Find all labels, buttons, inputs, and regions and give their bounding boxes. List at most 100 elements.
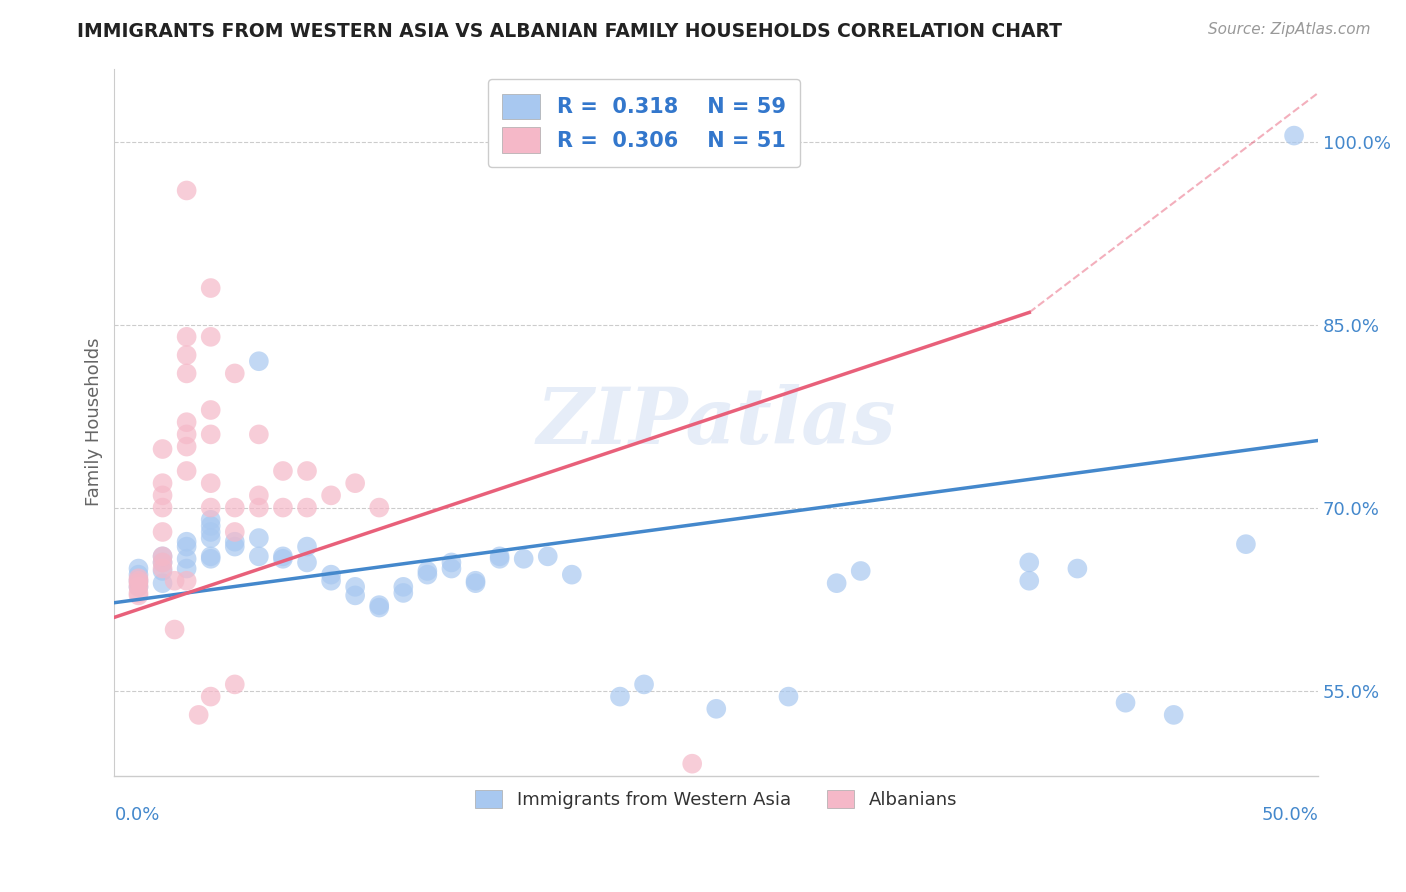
Text: ZIPatlas: ZIPatlas [537, 384, 896, 460]
Point [247, 488, 270, 502]
Point [392, 580, 415, 594]
Point [1234, 537, 1257, 551]
Point [176, 440, 198, 454]
Text: 50.0%: 50.0% [1261, 806, 1319, 824]
Point [176, 561, 198, 575]
Point [127, 574, 149, 588]
Point [127, 571, 149, 585]
Point [825, 576, 848, 591]
Point [152, 561, 174, 575]
Point [464, 576, 486, 591]
Point [224, 677, 246, 691]
Point [488, 549, 510, 564]
Point [224, 534, 246, 549]
Point [247, 531, 270, 545]
Point [295, 540, 318, 554]
Text: IMMIGRANTS FROM WESTERN ASIA VS ALBANIAN FAMILY HOUSEHOLDS CORRELATION CHART: IMMIGRANTS FROM WESTERN ASIA VS ALBANIAN… [77, 22, 1063, 41]
Point [152, 488, 174, 502]
Point [152, 524, 174, 539]
Point [344, 580, 367, 594]
Point [247, 354, 270, 368]
Point [609, 690, 631, 704]
Point [200, 513, 222, 527]
Point [152, 576, 174, 591]
Point [537, 549, 560, 564]
Point [127, 586, 149, 600]
Point [344, 476, 367, 491]
Point [440, 556, 463, 570]
Point [200, 427, 222, 442]
Point [176, 415, 198, 429]
Point [127, 561, 149, 575]
Point [295, 556, 318, 570]
Point [127, 580, 149, 594]
Point [200, 500, 222, 515]
Point [152, 442, 174, 456]
Point [247, 500, 270, 515]
Point [176, 540, 198, 554]
Point [187, 707, 209, 722]
Legend: Immigrants from Western Asia, Albanians: Immigrants from Western Asia, Albanians [468, 782, 965, 816]
Point [295, 464, 318, 478]
Point [247, 427, 270, 442]
Point [200, 476, 222, 491]
Point [1018, 574, 1040, 588]
Point [224, 367, 246, 381]
Point [200, 690, 222, 704]
Point [271, 549, 294, 564]
Point [1282, 128, 1305, 143]
Point [416, 567, 439, 582]
Point [176, 534, 198, 549]
Point [127, 567, 149, 582]
Point [200, 403, 222, 417]
Point [176, 348, 198, 362]
Point [152, 549, 174, 564]
Point [152, 549, 174, 564]
Point [1066, 561, 1088, 575]
Point [152, 564, 174, 578]
Point [704, 702, 727, 716]
Point [561, 567, 583, 582]
Text: Source: ZipAtlas.com: Source: ZipAtlas.com [1208, 22, 1371, 37]
Point [849, 564, 872, 578]
Point [152, 476, 174, 491]
Point [200, 549, 222, 564]
Point [368, 500, 391, 515]
Point [1115, 696, 1137, 710]
Point [440, 561, 463, 575]
Point [633, 677, 655, 691]
Point [176, 184, 198, 198]
Point [127, 580, 149, 594]
Point [488, 551, 510, 566]
Point [1163, 707, 1185, 722]
Point [344, 588, 367, 602]
Point [200, 531, 222, 545]
Point [200, 330, 222, 344]
Point [271, 500, 294, 515]
Point [152, 556, 174, 570]
Text: 0.0%: 0.0% [114, 806, 160, 824]
Point [152, 500, 174, 515]
Point [152, 556, 174, 570]
Point [176, 464, 198, 478]
Point [127, 574, 149, 588]
Point [368, 598, 391, 612]
Point [200, 551, 222, 566]
Point [681, 756, 703, 771]
Point [224, 540, 246, 554]
Point [176, 574, 198, 588]
Point [224, 524, 246, 539]
Point [392, 586, 415, 600]
Point [368, 600, 391, 615]
Point [176, 330, 198, 344]
Point [464, 574, 486, 588]
Point [176, 367, 198, 381]
Point [127, 576, 149, 591]
Point [163, 574, 186, 588]
Point [127, 588, 149, 602]
Point [271, 551, 294, 566]
Point [224, 500, 246, 515]
Point [778, 690, 800, 704]
Point [295, 500, 318, 515]
Point [176, 551, 198, 566]
